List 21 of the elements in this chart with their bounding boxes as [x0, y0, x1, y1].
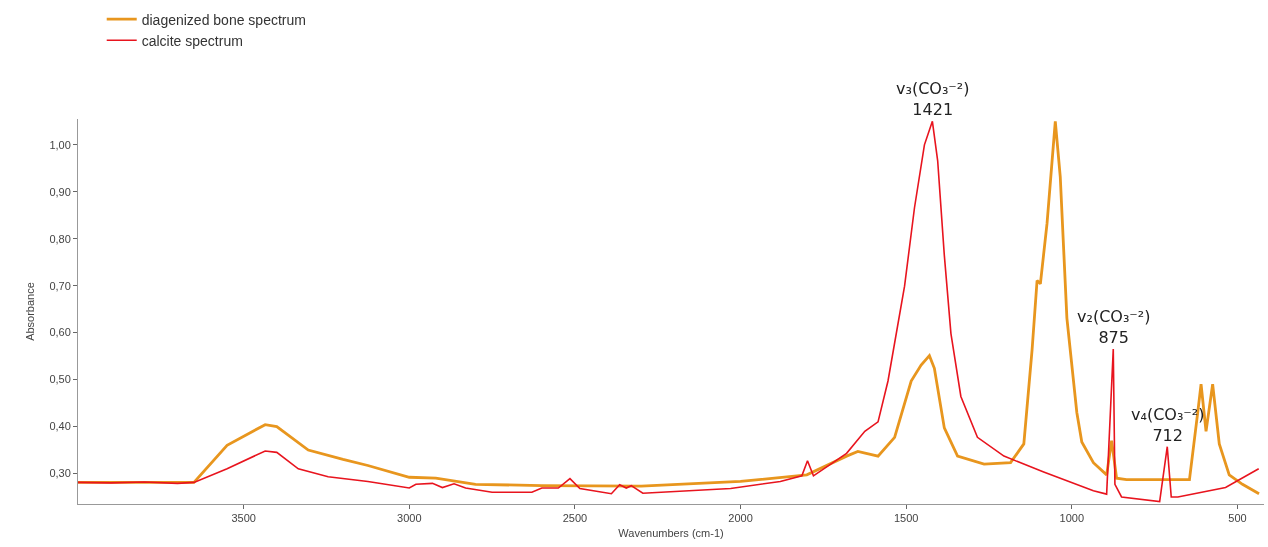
legend-label: diagenized bone spectrum: [141, 11, 306, 28]
y-tick-label: 0,90: [49, 185, 71, 198]
y-tick-label: 0,80: [49, 232, 71, 245]
y-axis-title: Absorbance: [24, 282, 37, 341]
x-axis-title: Wavenumbers (cm-1): [618, 527, 724, 540]
x-tick-label: 3000: [397, 512, 422, 525]
y-tick-label: 0,70: [49, 279, 71, 292]
y-tick-label: 0,50: [49, 373, 71, 386]
x-tick-label: 2500: [562, 512, 588, 525]
x-tick-label: 3500: [231, 512, 256, 525]
x-tick-label: 1500: [893, 512, 919, 525]
annotation: v₂(CO₃⁻²) 875: [1077, 307, 1151, 347]
y-tick-label: 0,40: [49, 420, 71, 433]
x-tick-label: 2000: [728, 512, 753, 525]
x-tick-label: 1000: [1059, 512, 1085, 525]
legend-label: calcite spectrum: [141, 32, 243, 49]
y-tick-label: 0,30: [49, 467, 71, 480]
annotation: v₃(CO₃⁻²) 1421: [896, 79, 970, 119]
y-tick-label: 0,60: [49, 326, 71, 339]
y-tick-label: 1,00: [49, 138, 71, 151]
x-tick-label: 500: [1228, 512, 1247, 525]
